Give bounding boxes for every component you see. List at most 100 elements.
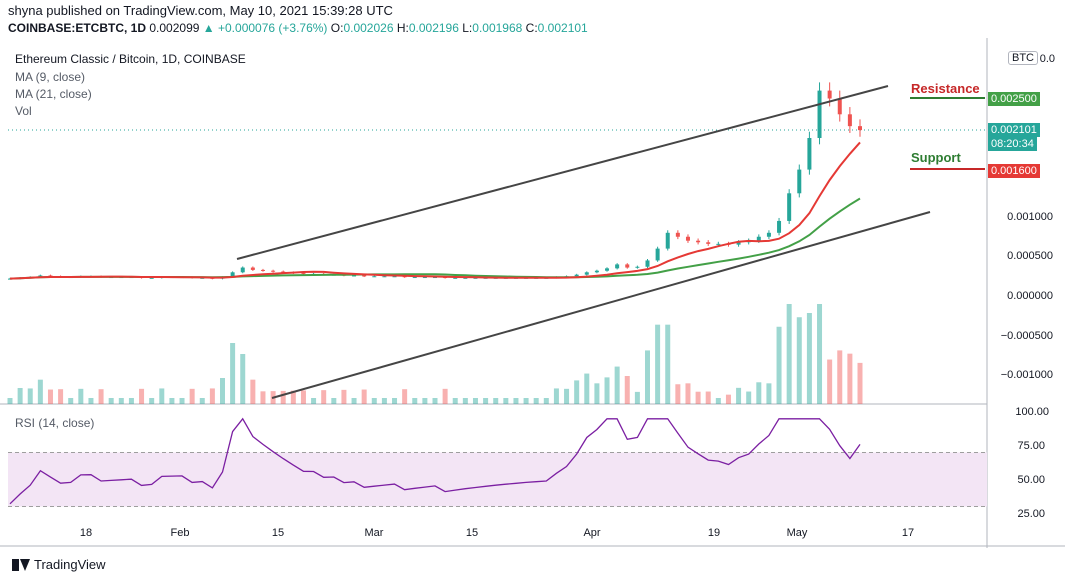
price-axis-label: 0.000500 (1007, 250, 1053, 262)
last-price: 0.002099 (149, 21, 200, 35)
candle-body (756, 236, 761, 241)
close-label: C: (525, 21, 538, 35)
price-axis-label: 0.000000 (1007, 290, 1053, 302)
volume-bar (118, 398, 124, 404)
volume-bar (796, 317, 802, 404)
currency-badge[interactable]: BTC (1008, 51, 1038, 65)
volume-bar (432, 398, 438, 404)
volume-bar (715, 398, 721, 404)
volume-bar (553, 388, 559, 404)
legend-rsi[interactable]: RSI (14, close) (15, 416, 95, 430)
candle-body (787, 193, 792, 221)
time-axis-label: 19 (707, 527, 721, 539)
volume-bar (128, 398, 134, 404)
candle-body (8, 278, 12, 280)
candle-body (352, 275, 357, 277)
volume-bar (736, 387, 742, 404)
candle-body (635, 266, 640, 268)
legend-ma9[interactable]: MA (9, close) (15, 70, 86, 84)
volume-bar (543, 398, 549, 404)
volume-bar (806, 313, 812, 404)
time-axis-label: 15 (271, 527, 285, 539)
volume-bar (321, 390, 327, 404)
volume-bar (331, 398, 337, 404)
volume-bar (149, 398, 155, 404)
time-axis-label: Mar (364, 527, 384, 539)
ma9-line (9, 141, 861, 280)
tradingview-footer[interactable]: TradingView (12, 557, 106, 572)
candle-body (433, 277, 437, 279)
volume-bar (27, 388, 33, 404)
candle-body (463, 277, 468, 279)
volume-bar (240, 354, 246, 404)
volume-bar (351, 398, 357, 404)
volume-bar (574, 380, 580, 404)
price-axis-label: −0.001000 (1000, 369, 1053, 381)
volume-bar (705, 391, 711, 404)
volume-bar (98, 389, 104, 404)
low-label: L: (462, 21, 473, 35)
candle-body (655, 248, 660, 261)
time-axis-label: May (786, 527, 808, 539)
candle-body (392, 276, 397, 278)
symbol-label[interactable]: COINBASE:ETCBTC, 1D (8, 21, 147, 35)
volume-bar (68, 398, 74, 404)
candle-body (362, 275, 367, 277)
candle-body (594, 270, 599, 273)
candle-body (584, 272, 589, 275)
candle-body (665, 232, 670, 249)
volume-bar (817, 304, 823, 404)
volume-bar (452, 398, 458, 404)
candle-body (605, 268, 610, 271)
tradingview-brand: TradingView (34, 557, 106, 572)
volume-bar (371, 398, 377, 404)
time-axis-label: 17 (901, 527, 915, 539)
high-value: 0.002196 (408, 21, 459, 35)
candle-body (858, 126, 862, 131)
candle-body (837, 98, 842, 115)
price-axis-label: 0.0 (1039, 53, 1055, 65)
legend-vol[interactable]: Vol (15, 104, 32, 118)
resistance-annotation: Resistance (911, 81, 980, 96)
volume-bar (513, 398, 519, 404)
volume-bar (209, 388, 215, 404)
legend-ma21[interactable]: MA (21, close) (15, 87, 92, 101)
candle-countdown-tag: 08:20:34 (988, 137, 1037, 151)
price-axis-label: −0.000500 (1000, 330, 1053, 342)
volume-bar (624, 376, 630, 404)
volume-bar (179, 398, 185, 404)
candle-body (48, 275, 53, 277)
candle-body (847, 114, 852, 127)
candle-body (453, 277, 458, 279)
price-change: +0.000076 (+3.76%) (218, 21, 328, 35)
volume-bar (523, 398, 529, 404)
volume-bar (260, 391, 266, 404)
change-arrow-icon: ▲ (202, 21, 215, 35)
volume-bar (645, 350, 650, 404)
candle-body (149, 277, 154, 279)
volume-bar (78, 388, 84, 404)
volume-bar (422, 398, 428, 404)
candle-body (382, 276, 387, 278)
volume-bar (280, 390, 286, 404)
volume-bar (614, 366, 620, 404)
candle-body (807, 138, 812, 170)
time-axis-label: Feb (170, 527, 190, 539)
candle-body (422, 277, 427, 279)
volume-bar (604, 377, 610, 404)
candle-body (797, 169, 802, 194)
support-price-tag: 0.001600 (988, 164, 1040, 178)
candle-body (736, 242, 741, 245)
price-chart[interactable] (0, 38, 1065, 548)
volume-bar (493, 398, 499, 404)
volume-bar (766, 383, 772, 404)
volume-bar (665, 324, 671, 404)
volume-bar (341, 389, 347, 404)
candle-body (706, 242, 711, 244)
candle-body (230, 272, 235, 278)
volume-bar (17, 388, 23, 404)
volume-bar (847, 353, 853, 404)
rsi-band (8, 452, 987, 507)
candle-body (777, 220, 782, 233)
rsi-axis-label: 75.00 (1017, 440, 1045, 452)
